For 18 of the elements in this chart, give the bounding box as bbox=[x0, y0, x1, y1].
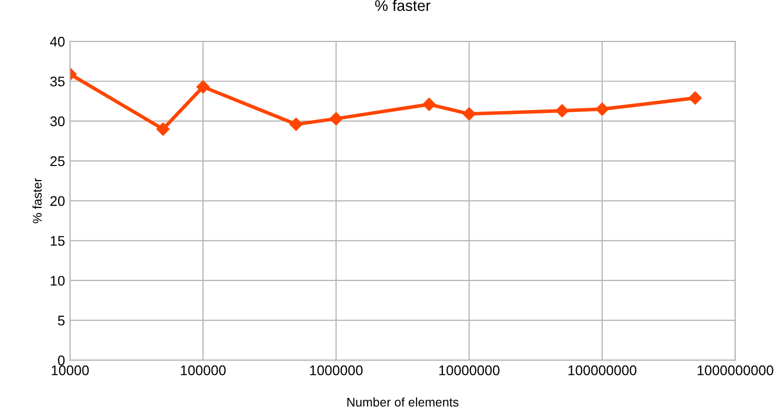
x-tick-label: 1000000000 bbox=[698, 365, 774, 376]
y-tick-label: 35 bbox=[50, 76, 65, 86]
y-tick-label: 40 bbox=[50, 36, 65, 47]
y-axis-title: % faster bbox=[32, 178, 42, 224]
chart-title: % faster bbox=[375, 0, 430, 11]
y-tick-label: 30 bbox=[50, 116, 65, 126]
x-tick-label: 100000 bbox=[180, 365, 226, 376]
x-tick-label: 100000000 bbox=[568, 365, 636, 376]
y-tick-label: 5 bbox=[58, 316, 65, 326]
x-axis-title: Number of elements bbox=[347, 397, 458, 407]
y-tick-label: 0 bbox=[58, 356, 65, 366]
x-tick-label: 10000 bbox=[52, 365, 89, 376]
x-tick-label: 1000000 bbox=[310, 365, 363, 376]
y-tick-label: 25 bbox=[50, 156, 65, 166]
x-tick-label: 10000000 bbox=[439, 365, 500, 376]
y-tick-label: 20 bbox=[50, 196, 65, 206]
y-tick-label: 15 bbox=[50, 236, 65, 246]
y-tick-label: 10 bbox=[50, 276, 65, 286]
